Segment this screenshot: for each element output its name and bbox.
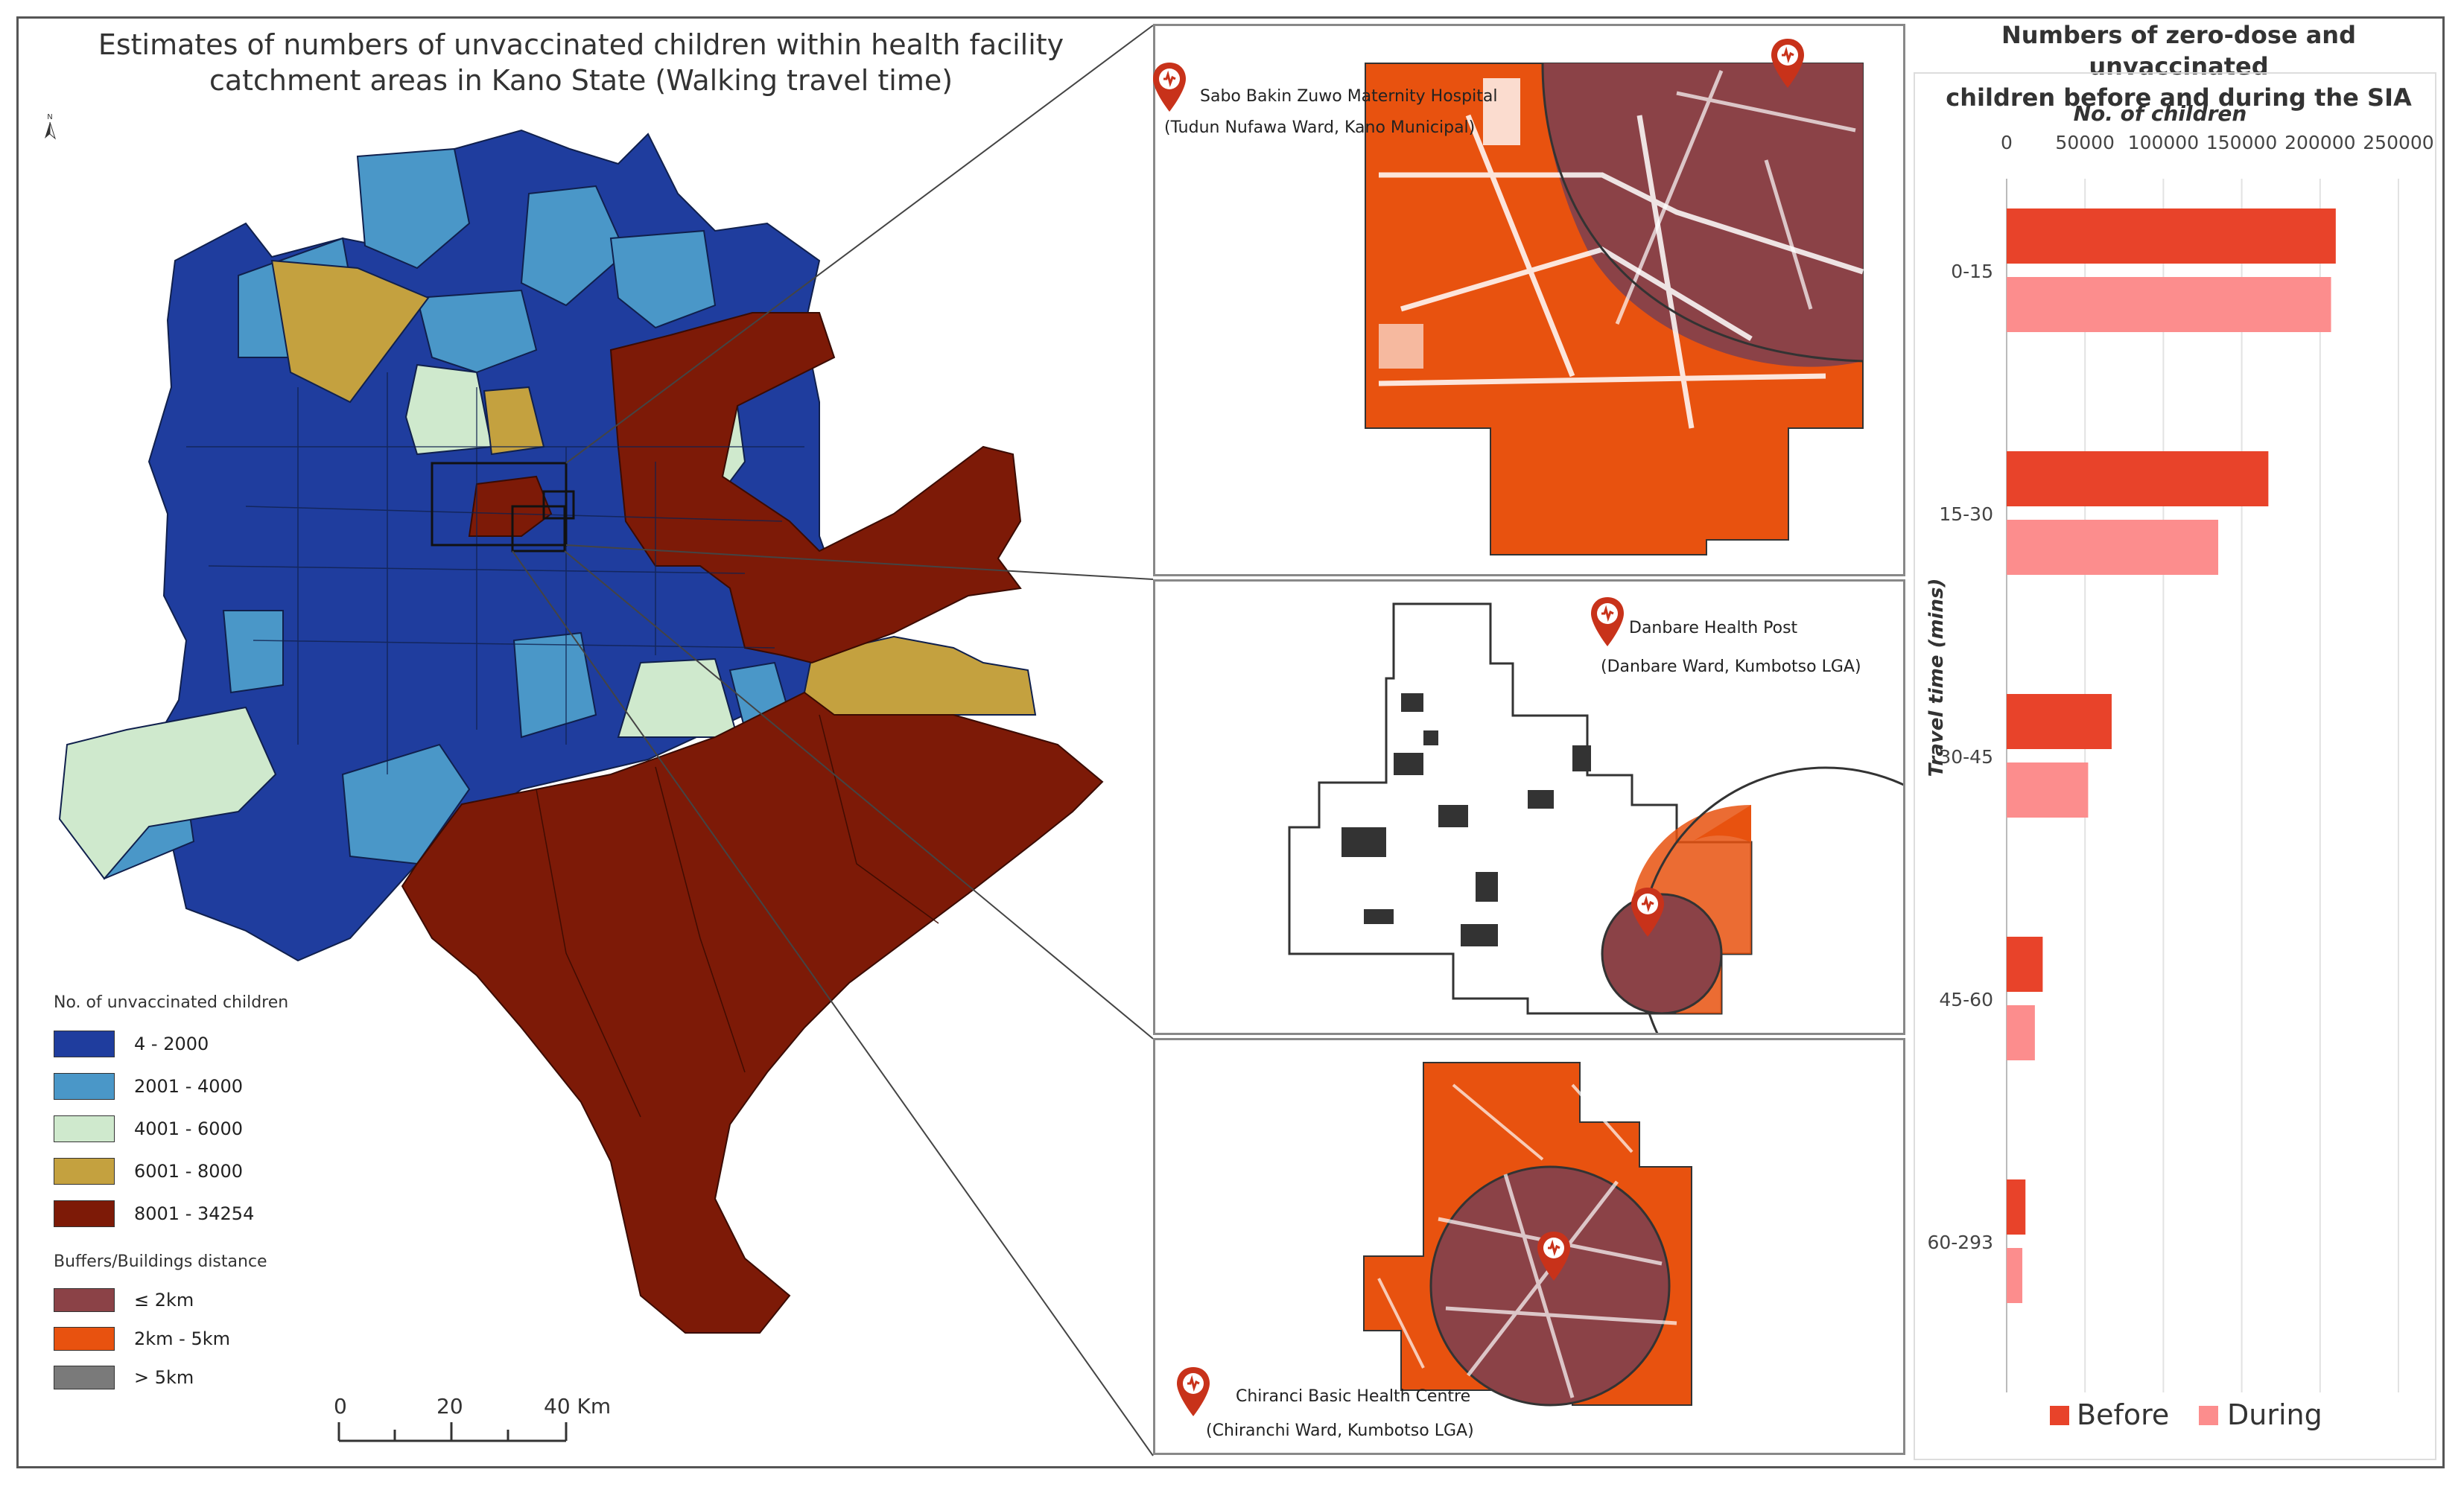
inset-panel-sabo-bakin-zuwo: Sabo Bakin Zuwo Maternity Hospital (Tudu… — [1153, 24, 1905, 576]
legend-before-label: Before — [2077, 1398, 2169, 1431]
inset-2-facility-name: Danbare Health Post — [1629, 619, 1798, 637]
chart-bar-during — [2007, 1005, 2035, 1060]
legend-swatch — [54, 1031, 115, 1057]
inset-1-facility-name: Sabo Bakin Zuwo Maternity Hospital — [1200, 87, 1498, 106]
inset-1-ward-name: (Tudun Nufawa Ward, Kano Municipal) — [1164, 118, 1476, 137]
scale-bar: 0 20 40 Km — [334, 1394, 611, 1442]
map-region-2001-4000 — [341, 743, 471, 865]
chart-category-label: 30-45 — [1939, 746, 1993, 768]
map-region-8001-34254 — [609, 312, 1022, 664]
north-label: N — [47, 113, 52, 121]
scale-label-0: 0 — [334, 1394, 347, 1418]
chart-bar-before — [2007, 694, 2112, 749]
legend-during-swatch — [2199, 1406, 2218, 1425]
inset-map-1 — [1365, 63, 1864, 555]
legend-label: 6001 - 8000 — [134, 1161, 244, 1182]
chart-bar-during — [2007, 520, 2219, 575]
map-title: Estimates of numbers of unvaccinated chi… — [60, 27, 1102, 98]
map-region-2001-4000 — [416, 289, 538, 374]
inset-map-3 — [1363, 1062, 1692, 1407]
chart-category-label: 15-30 — [1939, 503, 1993, 525]
legend-swatch — [54, 1158, 115, 1185]
chart-x-tick-label: 150000 — [2206, 132, 2277, 153]
chart-bar-during — [2007, 277, 2331, 332]
chart-x-tick-label: 50000 — [2055, 132, 2115, 153]
map-region-8001-34254 — [468, 475, 553, 537]
legend-item: 2km - 5km — [54, 1324, 230, 1354]
chart-title-line2: children before and during the SIA — [1946, 83, 2412, 112]
map-title-line2: catchment areas in Kano State (Walking t… — [209, 64, 953, 97]
chart-x-tick-label: 100000 — [2128, 132, 2199, 153]
map-region-2001-4000 — [222, 610, 284, 694]
map-region-2001-4000 — [609, 229, 717, 329]
chart-x-tick-label: 200000 — [2284, 132, 2355, 153]
legend-item: 2001 - 4000 — [54, 1072, 243, 1101]
chart-bar-during — [2007, 1248, 2023, 1303]
legend-children-title: No. of unvaccinated children — [54, 993, 289, 1012]
chart-category-label: 45-60 — [1939, 989, 1993, 1010]
legend-label: 4001 - 6000 — [134, 1118, 244, 1139]
legend-label: 2001 - 4000 — [134, 1076, 244, 1097]
map-region-4001-6000 — [404, 363, 493, 456]
map-region-2001-4000 — [512, 631, 597, 739]
legend-item: > 5km — [54, 1363, 194, 1392]
map-region-4001-6000 — [58, 706, 277, 880]
chart-legend: Before During — [2050, 1398, 2322, 1431]
chart-title: Numbers of zero-dose and unvaccinated ch… — [1922, 19, 2436, 113]
health-facility-pin-icon — [1153, 63, 1186, 112]
inset-panel-chiranci: Chiranci Basic Health Centre (Chiranchi … — [1153, 1038, 1905, 1455]
inset-2-ward-name: (Danbare Ward, Kumbotso LGA) — [1601, 657, 1861, 676]
legend-swatch — [54, 1200, 115, 1227]
chart-x-axis-label: No. of children — [2074, 101, 2247, 126]
legend-swatch — [54, 1073, 115, 1100]
legend-buffer-title: Buffers/Buildings distance — [54, 1252, 267, 1271]
chart-y-axis-label: Travel time (mins) — [1925, 579, 1948, 777]
map-region-6001-8000 — [270, 259, 430, 404]
legend-label: 8001 - 34254 — [134, 1203, 255, 1224]
scale-label-20: 20 — [436, 1394, 463, 1418]
legend-label: > 5km — [134, 1367, 194, 1388]
map-region-2001-4000 — [356, 147, 471, 270]
chart-bar-before — [2007, 1179, 2026, 1235]
map-region-2001-4000 — [520, 185, 627, 307]
chart-title-line1: Numbers of zero-dose and unvaccinated — [2001, 21, 2356, 80]
north-arrow-icon: N — [45, 113, 57, 140]
health-facility-pin-icon — [1771, 39, 1804, 88]
legend-item: 4001 - 6000 — [54, 1114, 243, 1144]
legend-label: 2km - 5km — [134, 1328, 231, 1349]
legend-swatch — [54, 1288, 115, 1312]
chart-bar-during — [2007, 762, 2089, 818]
legend-item: ≤ 2km — [54, 1285, 194, 1315]
health-facility-pin-icon — [1537, 1232, 1570, 1281]
legend-swatch — [54, 1366, 115, 1389]
scale-label-40: 40 Km — [544, 1394, 611, 1418]
health-facility-pin-icon — [1177, 1367, 1210, 1416]
chart-bar-before — [2007, 451, 2269, 506]
legend-swatch — [54, 1327, 115, 1351]
legend-swatch — [54, 1115, 115, 1142]
legend-label: ≤ 2km — [134, 1290, 194, 1311]
legend-item: 4 - 2000 — [54, 1029, 209, 1059]
chart-bar-before — [2007, 208, 2336, 264]
health-facility-pin-icon — [1591, 597, 1624, 646]
figure-frame — [16, 16, 2445, 1468]
inset-3-ward-name: (Chiranchi Ward, Kumbotso LGA) — [1206, 1421, 1474, 1440]
chart-x-tick-label: 0 — [2001, 132, 2013, 153]
health-facility-pin-icon — [1631, 888, 1664, 937]
legend-item: 8001 - 34254 — [54, 1199, 254, 1229]
map-title-line1: Estimates of numbers of unvaccinated chi… — [98, 28, 1064, 61]
chart-category-label: 60-293 — [1927, 1232, 1993, 1253]
legend-label: 4 - 2000 — [134, 1034, 209, 1054]
legend-item: 6001 - 8000 — [54, 1156, 243, 1186]
chart-x-tick-label: 250000 — [2363, 132, 2433, 153]
inset-3-facility-name: Chiranci Basic Health Centre — [1236, 1387, 1471, 1406]
legend-during-label: During — [2227, 1398, 2322, 1431]
legend-before-swatch — [2050, 1406, 2069, 1425]
chart-area-border — [1914, 72, 2436, 1460]
chart-bar-before — [2007, 937, 2043, 992]
chart-category-label: 0-15 — [1951, 261, 1993, 282]
